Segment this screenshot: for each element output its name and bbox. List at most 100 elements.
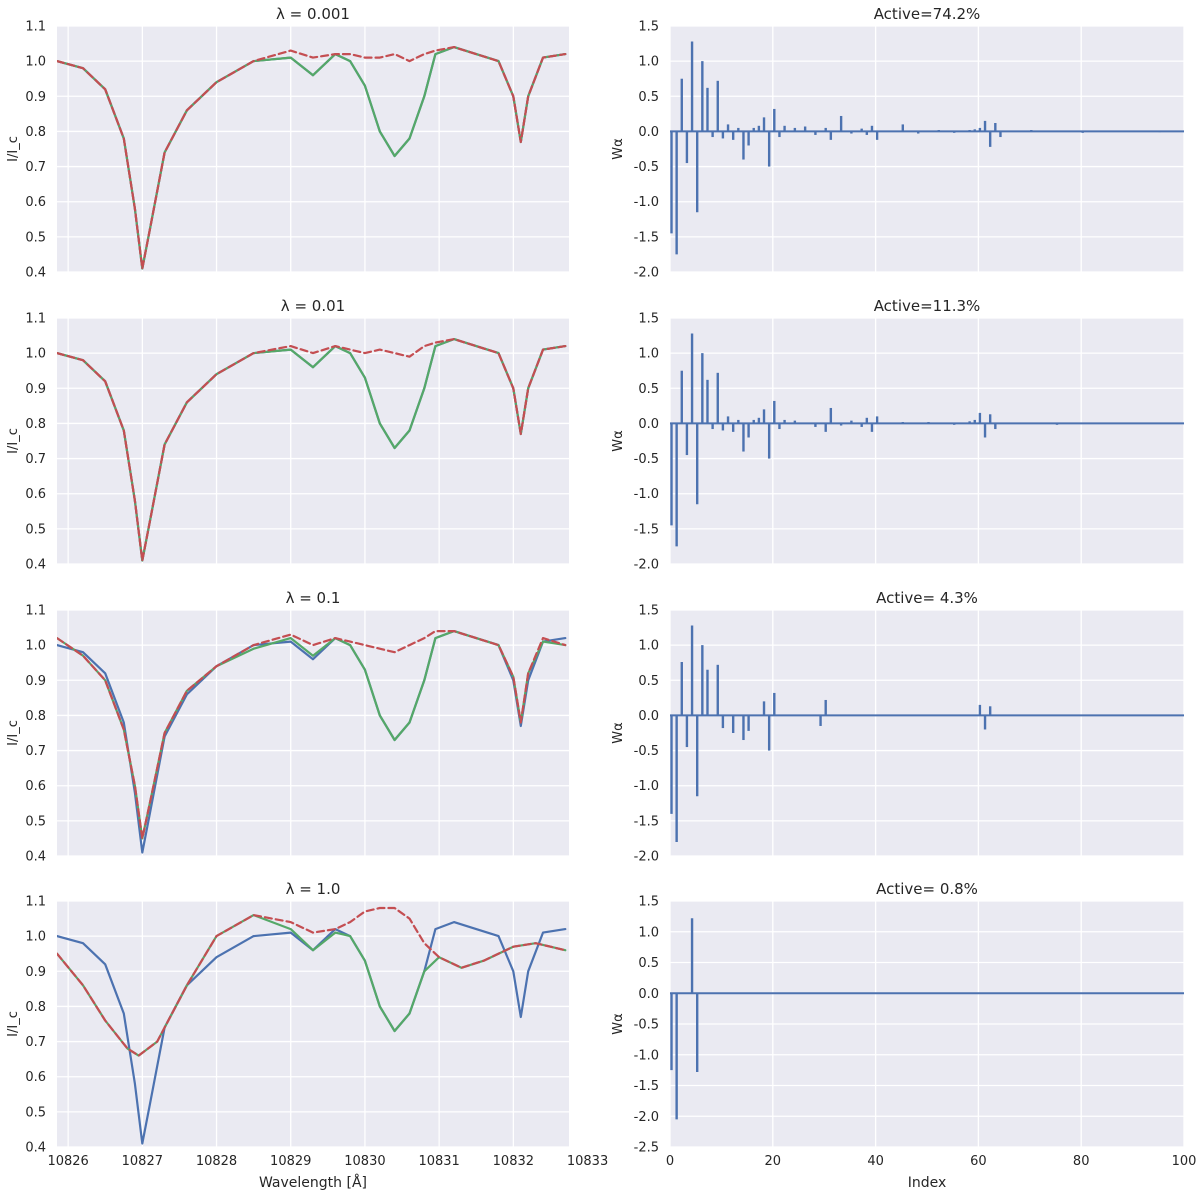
y-tick-label: -0.5 [634,452,659,467]
y-tick-label: 0.7 [25,160,46,175]
panel-title: Active= 0.8% [876,880,978,898]
plot-marks [670,41,1184,255]
x-tick-label: 10826 [47,1154,88,1169]
series-line-3 [57,45,567,270]
y-tick-label: 1.0 [25,55,46,70]
y-tick-label: 1.5 [638,20,659,35]
plot-area [57,318,569,564]
x-tick-label: 10828 [196,1154,237,1169]
plot-area [670,610,1184,856]
x-tick-label: 10829 [270,1154,311,1169]
y-tick-label: -1.0 [634,195,659,210]
y-tick-label: 0.7 [25,744,46,759]
y-tick-label: -2.5 [634,1141,659,1156]
y-tick-label: 0.6 [25,487,46,502]
y-tick-label: -0.5 [634,160,659,175]
y-tick-label: -1.5 [634,814,659,829]
panel-3: 0.4 0.5 0.6 0.7 0.8 0.9 1.0 1.1 λ = 0.01 I/I_c [6,297,569,573]
y-tick-label: 0.4 [25,558,46,573]
y-tick-label: 1.0 [638,55,659,70]
panel-title: Active=74.2% [874,5,981,23]
panel-1: 0.4 0.5 0.6 0.7 0.8 0.9 1.0 1.1 λ = 0.001 I/I_c [6,5,569,281]
panel-title: λ = 0.001 [276,5,350,23]
plot-marks [57,45,567,270]
y-tick-label: -2.0 [634,558,659,573]
y-tick-label: 0.8 [25,709,46,724]
y-tick-label: 0.5 [25,522,46,537]
panel-title: λ = 0.01 [281,297,345,315]
y-tick-label: -1.0 [634,779,659,794]
x-tick-label: 10833 [567,1154,608,1169]
y-tick-label: -1.0 [634,487,659,502]
plot-marks [670,625,1184,842]
x-tick-label: 40 [867,1154,884,1169]
y-axis-label: Wα [611,138,626,159]
plot-marks [57,629,567,854]
y-tick-label: 0.7 [25,1035,46,1050]
y-tick-label: 0.6 [25,1070,46,1085]
plot-marks [57,338,567,562]
y-tick-label: 0.9 [25,382,46,397]
y-tick-label: 0.4 [25,266,46,281]
plot-area [57,901,569,1147]
y-tick-label: -1.5 [634,230,659,245]
y-axis-label: Wα [611,1013,626,1034]
y-axis-label: I/I_c [6,1011,21,1037]
plot-area [670,318,1184,564]
plot-area [670,26,1184,272]
y-tick-label: 0.0 [638,417,659,432]
y-axis-label: I/I_c [6,136,21,162]
panel-title: λ = 1.0 [286,880,341,898]
y-tick-label: 1.1 [25,20,46,35]
y-tick-label: 0.4 [25,850,46,865]
y-axis-label: Wα [611,430,626,451]
y-axis-label: I/I_c [6,720,21,746]
y-tick-label: 0.7 [25,452,46,467]
y-tick-label: 1.0 [25,639,46,654]
y-tick-label: 0.0 [638,709,659,724]
y-tick-label: 1.1 [25,312,46,327]
x-tick-label: 10830 [344,1154,385,1169]
plot-marks [670,333,1184,547]
y-axis-label: I/I_c [6,428,21,454]
x-tick-label: 100 [1172,1154,1197,1169]
panel-2: -2.0 -1.5 -1.0 -0.5 0.0 0.5 1.0 1.5 Active=74.2%… [611,5,1185,281]
y-tick-label: 0.5 [25,814,46,829]
x-tick-label: 0 [666,1154,674,1169]
panel-5: 0.4 0.5 0.6 0.7 0.8 0.9 1.0 1.1 λ = 0.1 I/I_c [6,589,569,865]
plot-area [57,26,569,272]
x-tick-label: 10827 [122,1154,163,1169]
y-tick-label: 0.0 [638,987,659,1002]
y-tick-label: 0.4 [25,1141,46,1156]
x-tick-label: 10831 [418,1154,459,1169]
x-axis-label: Wavelength [Å] [259,1174,367,1191]
y-tick-label: -1.5 [634,522,659,537]
y-tick-label: -1.5 [634,1079,659,1094]
y-tick-label: 1.0 [638,347,659,362]
x-tick-label: 10832 [493,1154,534,1169]
y-tick-label: 1.0 [638,639,659,654]
x-tick-label: 80 [1073,1154,1090,1169]
series-line-3 [57,338,567,562]
y-tick-label: 0.6 [25,195,46,210]
panels: 0.4 0.5 0.6 0.7 0.8 0.9 1.0 1.1 λ = 0.001 I/I_c -2… [6,5,1196,1191]
series-line-3 [57,629,567,840]
y-tick-label: -1.0 [634,1048,659,1063]
y-tick-label: 0.8 [25,417,46,432]
x-axis-label: Index [908,1175,947,1191]
y-tick-label: 0.5 [25,230,46,245]
y-tick-label: 1.5 [638,312,659,327]
y-tick-label: 0.8 [25,125,46,140]
y-tick-label: 1.1 [25,604,46,619]
panel-title: λ = 0.1 [286,589,341,607]
y-tick-label: 0.5 [638,90,659,105]
y-tick-label: -2.0 [634,1110,659,1125]
panel-7: 0.4 0.5 0.6 0.7 0.8 0.9 1.0 1.1 10826 10827 10828 1… [6,880,608,1191]
y-tick-label: 0.5 [638,956,659,971]
y-tick-label: 0.5 [638,382,659,397]
y-tick-label: 0.5 [638,674,659,689]
y-tick-label: 0.5 [25,1105,46,1120]
y-tick-label: -2.0 [634,850,659,865]
y-tick-label: 1.5 [638,604,659,619]
